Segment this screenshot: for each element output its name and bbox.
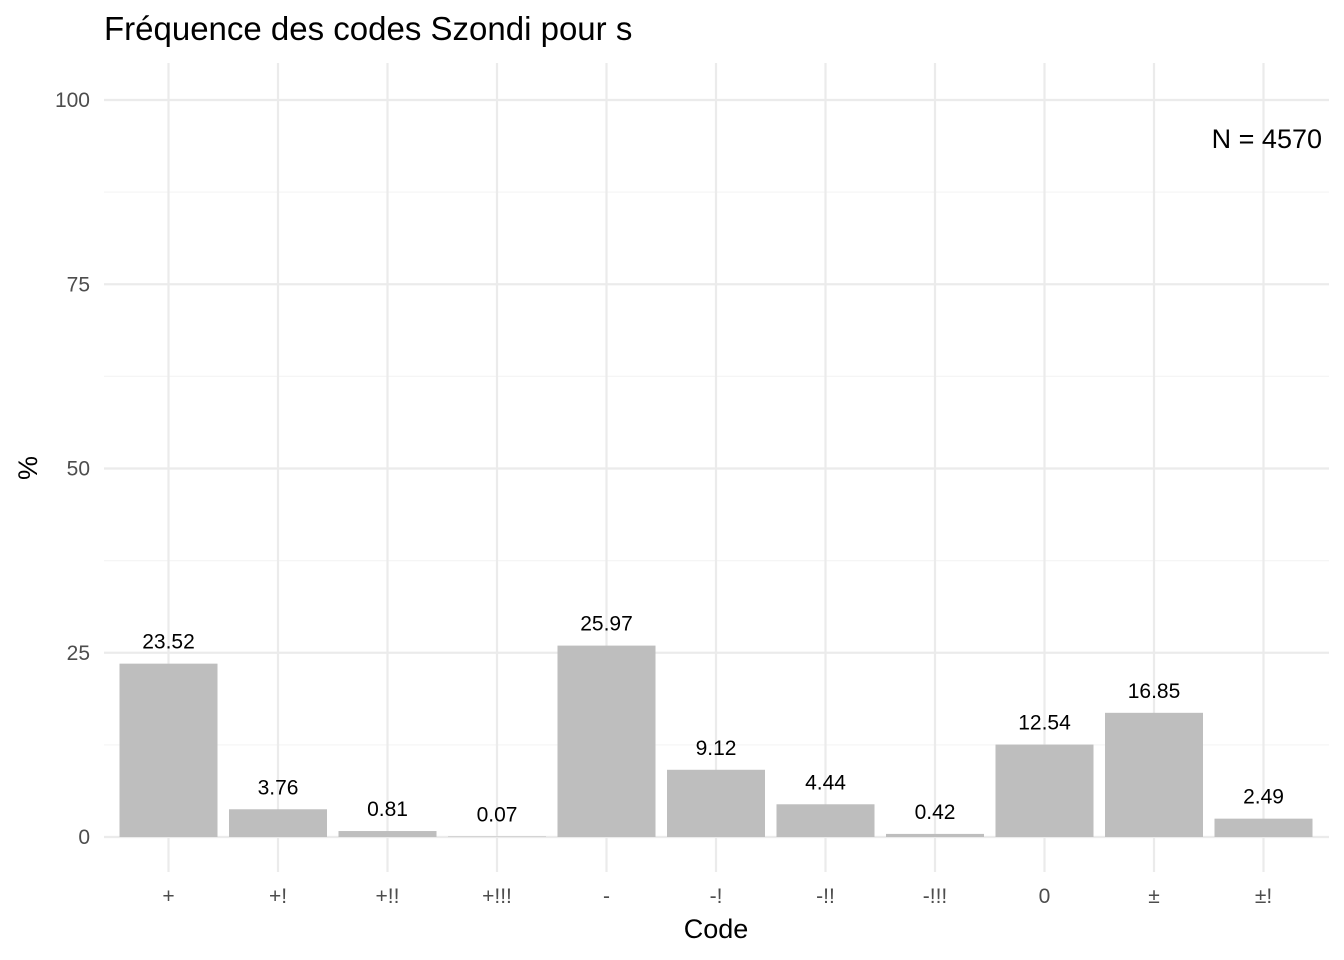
y-tick-label: 25 (67, 642, 90, 665)
bar (119, 663, 218, 837)
x-tick-label: ±! (1255, 885, 1272, 908)
y-axis-title: % (13, 456, 43, 480)
x-tick-label: -! (710, 885, 723, 908)
data-label: 2.49 (1243, 786, 1284, 809)
bar (338, 831, 437, 837)
data-labels: 23.52 3.76 0.81 0.07 25.97 9.12 4.44 0.42 12.54 1… (142, 613, 1284, 827)
x-axis-title: Code (684, 914, 749, 944)
bar (886, 833, 984, 837)
x-tick-label: +! (269, 885, 287, 908)
y-tick-label: 75 (67, 273, 90, 296)
sample-size-annotation: N = 4570 (1212, 124, 1322, 154)
data-label: 23.52 (142, 631, 195, 654)
y-tick-label: 100 (55, 89, 90, 112)
bar (1214, 818, 1313, 837)
bar (229, 809, 327, 837)
bar (667, 769, 765, 837)
x-axis-tick-labels: + +! +!! +!!! - -! -!! -!!! 0 ± ±! (162, 885, 1272, 908)
x-tick-label: -!!! (923, 885, 948, 908)
bar (557, 645, 656, 837)
y-tick-label: 50 (67, 458, 90, 481)
bar (448, 836, 546, 837)
data-label: 0.07 (477, 803, 518, 826)
data-label: 4.44 (805, 771, 846, 794)
y-axis-tick-labels: 0 25 50 75 100 (55, 89, 90, 849)
x-tick-label: 0 (1039, 885, 1051, 908)
x-tick-label: +!!! (482, 885, 512, 908)
bars (119, 645, 1313, 837)
data-label: 16.85 (1128, 680, 1181, 703)
data-label: 0.42 (915, 801, 956, 824)
data-label: 9.12 (696, 737, 737, 760)
bar (776, 804, 875, 837)
data-label: 12.54 (1018, 712, 1071, 735)
x-tick-label: - (603, 885, 610, 908)
data-label: 3.76 (258, 776, 299, 799)
x-tick-label: -!! (816, 885, 835, 908)
bar (995, 744, 1094, 837)
y-tick-label: 0 (78, 826, 90, 849)
x-tick-label: +!! (376, 885, 400, 908)
x-tick-label: + (162, 885, 174, 908)
bar (1105, 712, 1203, 837)
chart-title: Fréquence des codes Szondi pour s (104, 10, 632, 47)
data-label: 0.81 (367, 798, 408, 821)
x-tick-label: ± (1148, 885, 1160, 908)
data-label: 25.97 (580, 613, 633, 636)
